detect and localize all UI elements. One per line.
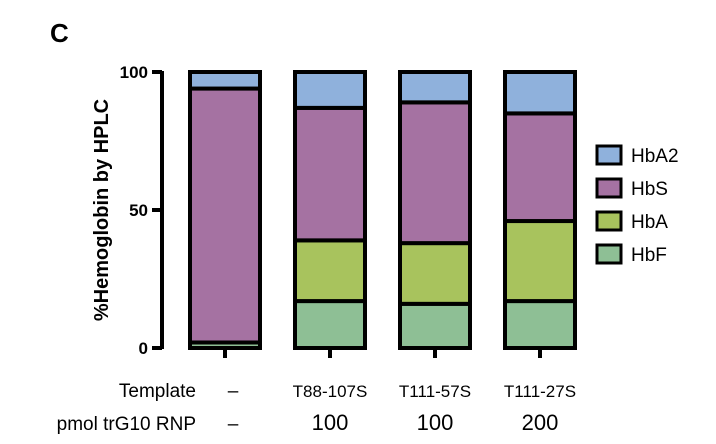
legend-label-hbf: HbF	[631, 245, 667, 266]
bar-segment-hba-3	[503, 219, 577, 304]
bar-segment-hba2-3	[503, 70, 577, 116]
template-row-label: Template	[119, 381, 196, 402]
rnp-value-0: –	[228, 414, 239, 435]
bar-segment-hbs-2	[398, 100, 472, 246]
bar-segment-hbf-3	[503, 299, 577, 350]
rnp-value-2: 100	[417, 410, 454, 435]
template-value-1: T88-107S	[293, 382, 368, 401]
legend-swatch-hba	[595, 210, 623, 232]
bar-segment-hba2-0	[188, 70, 262, 91]
legend-label-hba: HbA	[631, 212, 668, 233]
template-value-2: T111-57S	[399, 382, 471, 401]
rnp-value-1: 100	[312, 410, 349, 435]
legend-label-hbs: HbS	[631, 179, 668, 200]
legend-swatch-hba2	[595, 144, 623, 166]
y-axis-title: %Hemoglobin by HPLC	[91, 99, 113, 321]
legend-swatch-hbf	[595, 243, 623, 265]
bar-segment-hbs-0	[188, 86, 262, 345]
y-tick-label-0: 0	[139, 339, 148, 358]
bar-segment-hbs-1	[293, 105, 367, 243]
template-value-3: T111-27S	[504, 382, 576, 401]
panel-letter: C	[50, 18, 69, 48]
bar-segment-hba-2	[398, 241, 472, 306]
bar-segment-hba2-2	[398, 70, 472, 105]
template-value-0: –	[228, 381, 239, 402]
y-tick-label-50: 50	[129, 201, 148, 220]
rnp-value-3: 200	[522, 410, 559, 435]
y-tick-label-100: 100	[120, 63, 148, 82]
bar-segment-hbs-3	[503, 111, 577, 224]
rnp-row-label: pmol trG10 RNP	[57, 414, 196, 435]
legend-label-hba2: HbA2	[631, 146, 679, 167]
bar-segment-hbf-1	[293, 299, 367, 350]
bar-segment-hbf-2	[398, 301, 472, 350]
bar-segment-hba-1	[293, 238, 367, 304]
legend-swatch-hbs	[595, 177, 623, 199]
bar-segment-hba2-1	[293, 70, 367, 110]
